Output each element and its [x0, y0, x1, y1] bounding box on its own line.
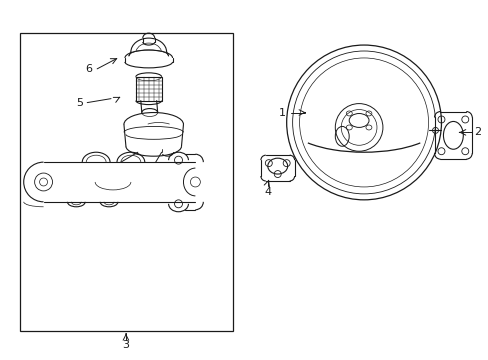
- Text: 6: 6: [85, 64, 93, 74]
- Bar: [20, 33, 233, 331]
- Bar: [136, 77, 162, 100]
- Text: 5: 5: [76, 98, 82, 108]
- Text: 4: 4: [264, 187, 271, 197]
- Text: 1: 1: [279, 108, 285, 117]
- Text: 3: 3: [122, 340, 129, 350]
- Text: 2: 2: [474, 127, 481, 138]
